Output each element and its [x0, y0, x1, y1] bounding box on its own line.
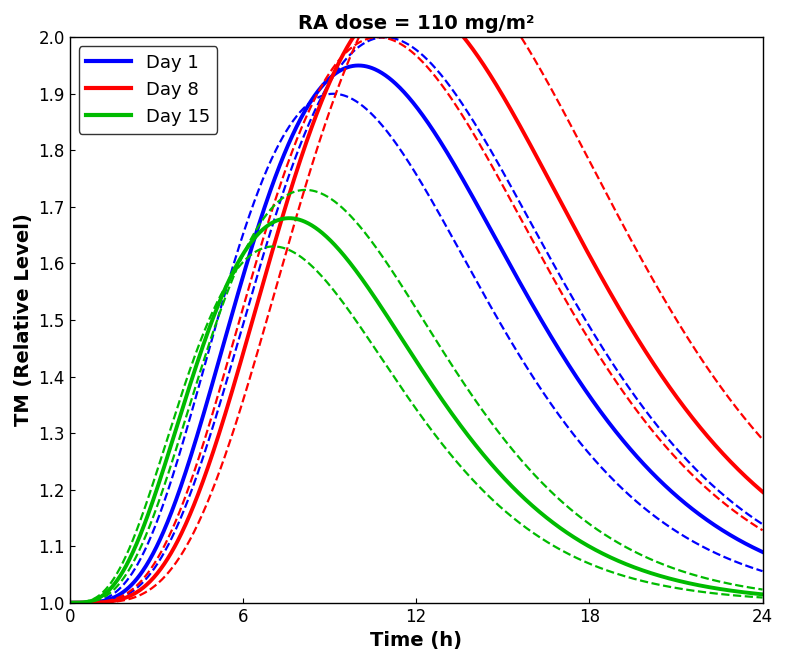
Day 15 — [136, 531, 146, 539]
Day 8 — [345, 39, 355, 46]
Day 8 — [401, 0, 410, 1]
Day 1 — [136, 570, 146, 578]
Y-axis label: TM (Relative Level): TM (Relative Level) — [14, 214, 33, 426]
Day 1 — [619, 437, 628, 445]
Day 8 — [619, 311, 628, 319]
Day 1 — [345, 62, 355, 70]
Day 15 — [65, 599, 75, 607]
Legend: Day 1, Day 8, Day 15: Day 1, Day 8, Day 15 — [79, 46, 217, 133]
Day 15 — [284, 214, 294, 222]
Day 15 — [371, 295, 380, 303]
Line: Day 8: Day 8 — [70, 0, 763, 603]
Day 8 — [136, 586, 146, 594]
Day 8 — [758, 488, 767, 496]
Day 15 — [606, 554, 615, 562]
Day 8 — [606, 290, 615, 297]
Day 15 — [619, 559, 628, 567]
Day 1 — [541, 325, 551, 333]
Day 8 — [541, 171, 551, 179]
Day 15 — [541, 513, 551, 521]
Day 15 — [758, 590, 767, 598]
Day 1 — [606, 421, 615, 429]
Day 1 — [758, 548, 767, 556]
Day 8 — [65, 599, 75, 607]
X-axis label: Time (h): Time (h) — [370, 631, 462, 650]
Line: Day 1: Day 1 — [70, 66, 763, 603]
Day 1 — [65, 599, 75, 607]
Title: RA dose = 110 mg/m²: RA dose = 110 mg/m² — [298, 14, 534, 33]
Day 8 — [370, 7, 379, 15]
Day 1 — [371, 66, 380, 74]
Day 1 — [353, 62, 363, 70]
Line: Day 15: Day 15 — [70, 218, 763, 603]
Day 15 — [346, 260, 356, 268]
